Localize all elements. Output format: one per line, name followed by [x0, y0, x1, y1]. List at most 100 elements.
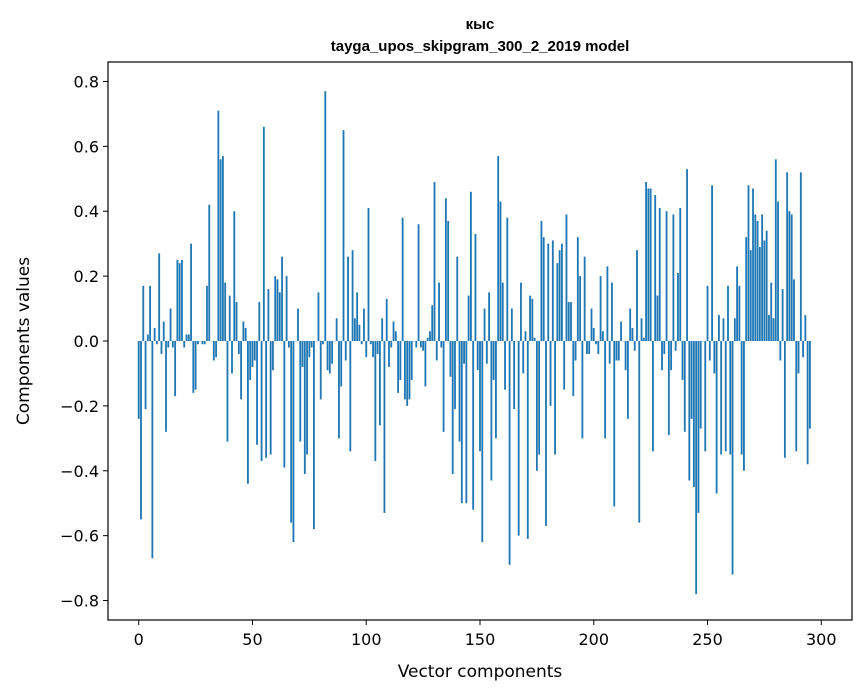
bar-73 — [303, 341, 306, 475]
bar-253 — [713, 341, 716, 374]
bar-158 — [497, 156, 500, 341]
bar-52 — [256, 341, 258, 445]
bar-8 — [156, 341, 158, 345]
bar-37 — [221, 156, 224, 341]
bar-137 — [449, 341, 452, 377]
bar-46 — [242, 321, 245, 341]
bar-228 — [656, 295, 659, 341]
bar-231 — [663, 341, 666, 354]
bar-102 — [369, 341, 372, 345]
bar-51 — [253, 341, 256, 361]
bar-127 — [426, 337, 429, 341]
bar-187 — [563, 341, 566, 390]
bar-188 — [565, 214, 568, 341]
bar-272 — [756, 220, 759, 341]
bar-122 — [415, 341, 418, 348]
bar-270 — [752, 188, 754, 341]
bar-99 — [363, 308, 365, 341]
bar-172 — [529, 295, 531, 341]
bar-22 — [187, 334, 190, 341]
bar-55 — [262, 126, 265, 341]
bar-104 — [374, 341, 377, 462]
bar-149 — [476, 341, 479, 371]
bar-260 — [729, 341, 732, 455]
bar-94 — [351, 250, 354, 341]
bar-266 — [743, 341, 745, 471]
bar-145 — [467, 295, 470, 341]
bar-84 — [328, 341, 331, 374]
bar-50 — [251, 341, 254, 367]
bar-197 — [586, 341, 588, 354]
bar-267 — [745, 237, 748, 341]
bar-26 — [196, 341, 199, 345]
bar-41 — [231, 341, 233, 374]
bar-74 — [306, 341, 308, 455]
bar-10 — [160, 341, 163, 354]
bar-232 — [665, 211, 668, 341]
bar-82 — [324, 91, 327, 341]
bar-72 — [301, 341, 304, 367]
bar-142 — [460, 341, 463, 504]
bar-241 — [686, 169, 688, 341]
bar-23 — [190, 243, 192, 341]
bar-194 — [579, 276, 582, 341]
bar-123 — [417, 224, 420, 341]
bar-105 — [376, 341, 379, 354]
bar-276 — [765, 230, 768, 341]
bar-126 — [424, 341, 427, 387]
bar-97 — [358, 324, 361, 341]
bar-201 — [595, 341, 597, 345]
bar-285 — [786, 172, 789, 341]
bar-60 — [274, 276, 277, 341]
bar-119 — [408, 341, 411, 400]
bar-36 — [219, 159, 222, 341]
bar-132 — [438, 282, 440, 341]
x-tick-label: 250 — [692, 630, 723, 649]
bar-83 — [326, 341, 329, 371]
bar-176 — [538, 341, 541, 455]
y-tick-label: 0.2 — [74, 267, 99, 286]
bar-5 — [149, 285, 151, 341]
bar-279 — [772, 318, 775, 341]
bar-195 — [581, 341, 584, 439]
bar-64 — [283, 341, 286, 468]
bar-57 — [267, 289, 270, 341]
bar-68 — [292, 341, 295, 543]
bar-111 — [390, 341, 393, 348]
bar-24 — [192, 341, 195, 393]
bar-116 — [401, 217, 404, 341]
bar-180 — [547, 243, 550, 341]
bar-240 — [683, 341, 686, 432]
bar-207 — [608, 341, 611, 364]
bar-177 — [540, 220, 543, 341]
x-tick-label: 50 — [242, 630, 262, 649]
bar-160 — [501, 282, 504, 341]
bar-205 — [604, 341, 607, 439]
bar-203 — [599, 276, 602, 341]
bar-221 — [640, 318, 643, 341]
bar-11 — [162, 321, 165, 341]
bar-153 — [485, 341, 488, 364]
bar-13 — [167, 341, 170, 348]
bar-155 — [490, 341, 493, 481]
bar-14 — [169, 308, 172, 341]
bar-150 — [479, 341, 481, 452]
bar-230 — [661, 341, 663, 371]
bar-20 — [183, 341, 186, 348]
x-tick-label: 200 — [578, 630, 609, 649]
bar-63 — [281, 256, 283, 341]
bar-274 — [761, 214, 764, 341]
bar-108 — [383, 341, 386, 513]
bar-290 — [797, 341, 800, 374]
bar-202 — [597, 341, 600, 354]
bar-43 — [235, 302, 238, 341]
bar-80 — [319, 341, 322, 400]
bar-44 — [237, 341, 240, 354]
bar-287 — [790, 214, 793, 341]
bar-67 — [290, 341, 293, 523]
bar-223 — [645, 182, 647, 341]
bar-284 — [783, 341, 786, 458]
bar-214 — [624, 341, 627, 371]
bar-4 — [146, 334, 149, 341]
